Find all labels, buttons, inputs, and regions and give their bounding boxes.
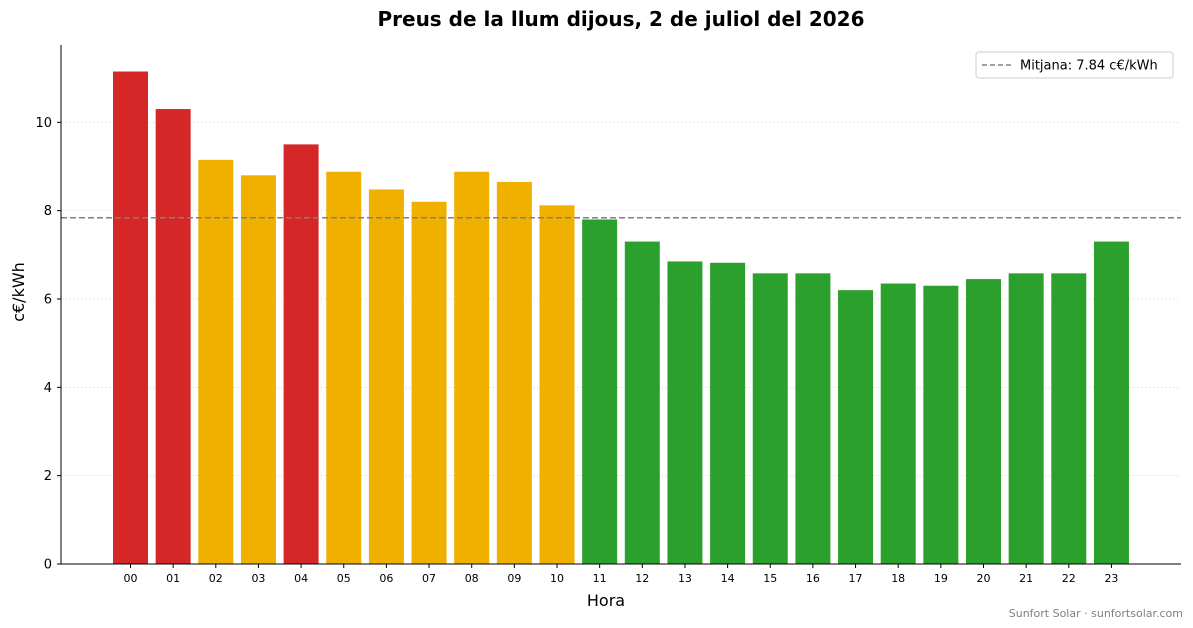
y-tick-label: 6 <box>44 292 52 307</box>
x-tick-label: 20 <box>977 572 991 585</box>
x-tick-label: 12 <box>635 572 649 585</box>
bar-hour-11 <box>582 219 618 564</box>
bar-hour-07 <box>411 201 447 564</box>
bar-hour-19 <box>923 285 959 564</box>
x-tick-label: 21 <box>1019 572 1033 585</box>
bar-hour-16 <box>795 273 831 564</box>
bar-hour-09 <box>496 181 532 564</box>
bars <box>113 71 1129 565</box>
bar-hour-01 <box>155 109 191 564</box>
bar-hour-05 <box>326 171 362 565</box>
bar-hour-04 <box>283 144 319 564</box>
x-tick-label: 14 <box>721 572 735 585</box>
y-tick-label: 4 <box>44 381 52 396</box>
bar-hour-06 <box>368 189 404 565</box>
x-axis-label: Hora <box>587 591 625 610</box>
x-tick-label: 06 <box>379 572 393 585</box>
x-tick-label: 11 <box>593 572 607 585</box>
bar-hour-20 <box>966 279 1001 564</box>
x-ticks: 00 01 02 03 04 05 06 07 08 09 10 11 12 13 14 15 16 17 18 19… <box>124 564 1118 585</box>
x-tick-label: 23 <box>1104 572 1118 585</box>
y-axis-label: c€/kWh <box>9 262 28 322</box>
x-tick-label: 19 <box>934 572 948 585</box>
x-tick-label: 05 <box>337 572 351 585</box>
x-tick-label: 08 <box>465 572 479 585</box>
chart-title: Preus de la llum dijous, 2 de juliol del… <box>377 7 864 31</box>
legend-mean-label: Mitjana: 7.84 c€/kWh <box>1020 59 1158 74</box>
x-tick-label: 22 <box>1062 572 1076 585</box>
x-tick-label: 15 <box>763 572 777 585</box>
bar-hour-08 <box>454 171 490 565</box>
y-ticks: 0 2 4 6 8 10 <box>35 116 61 573</box>
y-tick-label: 0 <box>44 558 52 573</box>
bar-hour-13 <box>667 261 703 564</box>
bar-hour-14 <box>710 262 746 564</box>
bar-hour-02 <box>198 159 234 564</box>
x-tick-label: 07 <box>422 572 436 585</box>
legend-box <box>975 51 1174 79</box>
footer-credit: Sunfort Solar · sunfortsolar.com <box>1009 607 1183 620</box>
bar-hour-00 <box>113 71 148 564</box>
x-tick-label: 13 <box>678 572 692 585</box>
x-tick-label: 17 <box>849 572 863 585</box>
y-tick-label: 10 <box>35 116 52 131</box>
legend: Mitjana: 7.84 c€/kWh <box>975 51 1174 79</box>
x-tick-label: 16 <box>806 572 820 585</box>
x-tick-label: 18 <box>891 572 905 585</box>
x-tick-label: 04 <box>294 572 308 585</box>
axes <box>60 45 1181 565</box>
x-tick-label: 10 <box>550 572 564 585</box>
x-tick-label: 00 <box>124 572 138 585</box>
x-tick-label: 02 <box>209 572 223 585</box>
bar-hour-15 <box>752 273 788 564</box>
bar-hour-18 <box>880 283 916 564</box>
bar-hour-22 <box>1051 273 1087 564</box>
bar-hour-12 <box>624 241 660 565</box>
bar-hour-23 <box>1093 241 1129 565</box>
bar-hour-03 <box>240 175 276 564</box>
bar-hour-21 <box>1008 273 1044 564</box>
bar-hour-10 <box>539 205 575 564</box>
y-tick-label: 8 <box>44 204 52 219</box>
y-tick-label: 2 <box>44 469 52 484</box>
x-tick-label: 09 <box>507 572 521 585</box>
x-tick-label: 03 <box>251 572 265 585</box>
bar-hour-17 <box>838 290 874 564</box>
x-tick-label: 01 <box>166 572 180 585</box>
